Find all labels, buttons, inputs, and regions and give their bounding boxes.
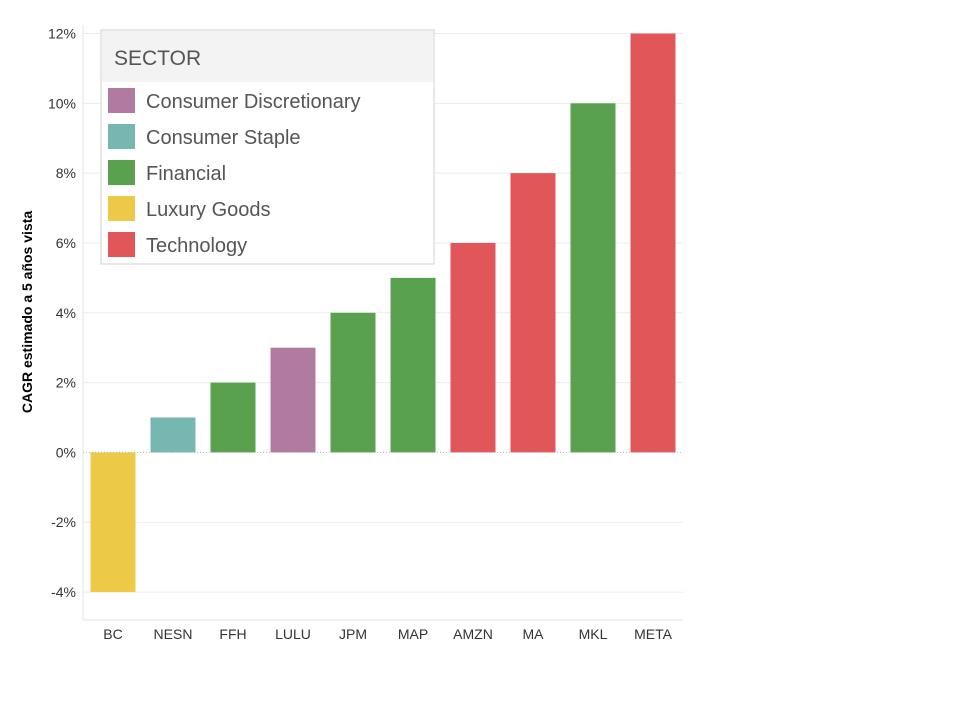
- y-tick-label: 8%: [56, 165, 76, 181]
- y-tick-label: -4%: [51, 584, 76, 600]
- y-tick-label: -2%: [51, 514, 76, 530]
- bar-nesn: [150, 417, 196, 453]
- y-tick-label: 4%: [56, 305, 76, 321]
- bar-map: [390, 277, 436, 453]
- legend-item-label: Luxury Goods: [146, 199, 271, 221]
- legend-item-label: Technology: [146, 235, 247, 257]
- legend-title: SECTOR: [114, 47, 201, 70]
- x-tick-label: NESN: [154, 626, 193, 642]
- bar-mkl: [570, 103, 616, 453]
- bar-amzn: [450, 242, 496, 453]
- legend-item-label: Consumer Discretionary: [146, 91, 361, 113]
- bar-jpm: [330, 312, 376, 453]
- axes: -4% -2% 0% 2% 4% 6% 8% 10% 12% BC NESN FFH LULU JPM MA…: [48, 25, 683, 642]
- y-tick-label: 6%: [56, 235, 76, 251]
- legend-swatch: [108, 124, 135, 149]
- y-axis-label: CAGR estimado a 5 años vista: [19, 211, 35, 414]
- x-tick-label: JPM: [339, 626, 367, 642]
- legend-item-label: Consumer Staple: [146, 127, 301, 149]
- y-tick-label: 10%: [48, 95, 76, 111]
- x-tick-label: MAP: [398, 626, 428, 642]
- x-tick-label: FFH: [219, 626, 246, 642]
- x-tick-label: MKL: [579, 626, 608, 642]
- bar-meta: [630, 33, 676, 453]
- bar-ma: [510, 173, 556, 453]
- x-tick-label: BC: [103, 626, 122, 642]
- x-tick-label: MA: [523, 626, 545, 642]
- bar-lulu: [270, 347, 316, 453]
- y-tick-label: 2%: [56, 375, 76, 391]
- x-tick-label: META: [634, 626, 673, 642]
- bar-bc: [90, 452, 136, 593]
- y-tick-label: 0%: [56, 444, 76, 460]
- legend-swatch: [108, 160, 135, 185]
- legend-item-label: Financial: [146, 163, 226, 185]
- bar-ffh: [210, 382, 256, 453]
- x-tick-label: AMZN: [453, 626, 493, 642]
- y-tick-label: 12%: [48, 25, 76, 41]
- legend: SECTOR Consumer Discretionary Consumer St…: [100, 29, 435, 265]
- legend-title-background: [102, 31, 433, 82]
- bars: [90, 33, 676, 593]
- legend-swatch: [108, 232, 135, 257]
- legend-swatch: [108, 88, 135, 113]
- x-tick-label: LULU: [275, 626, 311, 642]
- legend-swatch: [108, 196, 135, 221]
